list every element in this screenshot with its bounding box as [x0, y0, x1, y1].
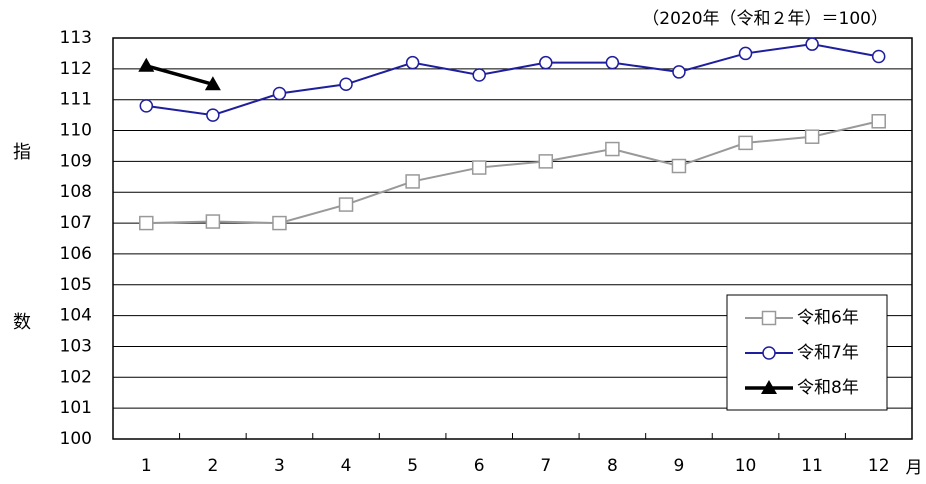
y-tick-label: 113 [60, 28, 92, 48]
marker [804, 129, 820, 144]
x-tick-label: 10 [735, 456, 757, 476]
y-tick-label: 105 [60, 275, 92, 295]
marker [338, 197, 354, 212]
marker [339, 77, 353, 92]
x-tick-label: 8 [607, 456, 618, 476]
legend-label: 令和6年 [797, 308, 859, 328]
marker [871, 49, 886, 64]
y-axis-label: 指数 [10, 142, 31, 482]
marker [204, 76, 221, 91]
marker [605, 55, 620, 70]
marker [206, 108, 220, 122]
marker [272, 86, 287, 101]
y-tick-label: 109 [60, 151, 92, 171]
marker [671, 158, 687, 174]
x-tick-label: 3 [274, 456, 285, 476]
x-tick-label: 6 [474, 456, 485, 476]
marker [471, 160, 487, 175]
y-tick-label: 112 [60, 59, 92, 79]
y-tick-label: 102 [60, 367, 92, 387]
x-tick-label: 11 [801, 456, 823, 476]
x-tick-label: 1 [141, 456, 152, 476]
y-tick-label: 104 [60, 306, 92, 326]
legend-label: 令和8年 [797, 378, 859, 398]
marker [805, 37, 819, 51]
legend-marker [761, 310, 777, 326]
legend-label: 令和7年 [797, 343, 859, 363]
y-tick-label: 111 [60, 90, 92, 110]
x-tick-label: 2 [207, 456, 218, 476]
chart-subtitle: （2020年（令和２年）＝100） [642, 9, 888, 29]
marker [605, 141, 620, 157]
marker [538, 154, 554, 169]
marker [139, 99, 154, 113]
marker [871, 114, 886, 129]
y-tick-label: 110 [60, 121, 92, 141]
marker [139, 215, 154, 231]
marker [738, 46, 753, 61]
marker [539, 55, 553, 70]
x-tick-label: 12 [868, 456, 890, 476]
marker [138, 57, 155, 72]
y-tick-label: 108 [60, 182, 92, 202]
marker [738, 135, 753, 151]
marker [272, 215, 287, 231]
marker [405, 55, 420, 70]
y-tick-label: 100 [60, 429, 92, 449]
marker [472, 68, 486, 82]
y-tick-label: 107 [60, 213, 92, 233]
x-tick-label: 9 [674, 456, 685, 476]
marker [672, 65, 686, 79]
y-tick-label: 103 [60, 336, 92, 356]
series-line [145, 64, 214, 86]
x-tick-label: 7 [540, 456, 551, 476]
x-tick-label: 5 [407, 456, 418, 476]
series-line [146, 120, 879, 225]
y-tick-label: 106 [60, 244, 92, 264]
x-tick-label: 4 [341, 456, 352, 476]
y-tick-label: 101 [60, 398, 92, 418]
series-line [146, 43, 879, 117]
x-axis-label: 月 [906, 458, 923, 478]
legend-marker [762, 346, 776, 360]
marker [405, 174, 420, 189]
marker [205, 214, 221, 229]
legend-marker [761, 380, 777, 394]
